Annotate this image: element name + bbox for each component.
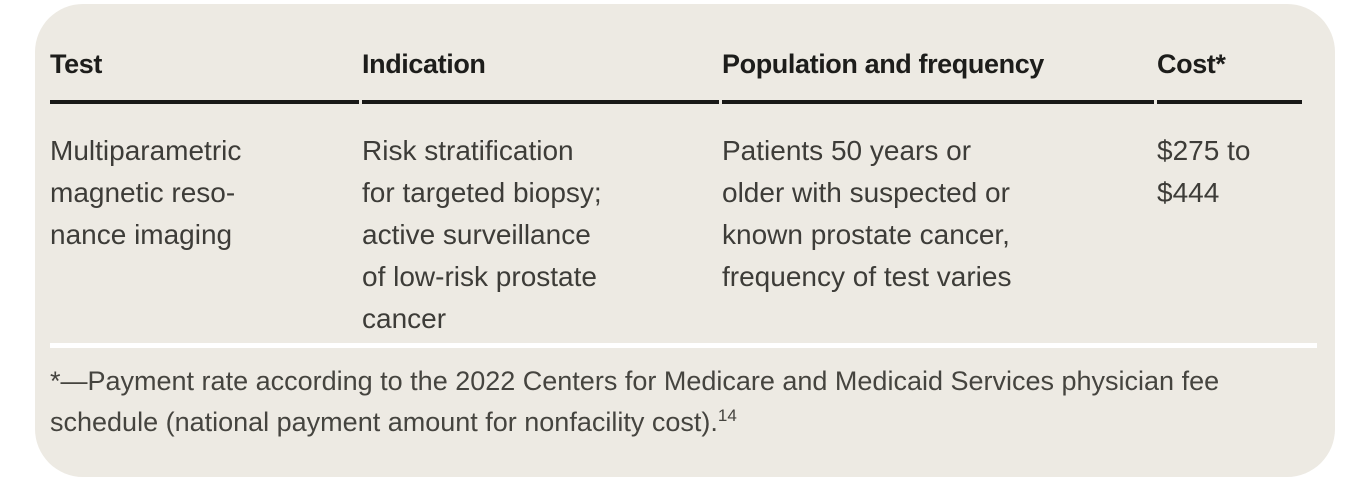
footnote-text: *—Payment rate according to the 2022 Cen… (50, 361, 1317, 443)
cell-test: Multiparametric magnetic reso- nance ima… (50, 135, 242, 250)
footnote-reference-number: 14 (717, 406, 737, 425)
table-card: Test Indication Population and frequency… (35, 4, 1335, 477)
column-header-cost: Cost* (1157, 48, 1302, 104)
cell-population-frequency: Patients 50 years or older with suspecte… (722, 135, 1012, 292)
column-header-test: Test (50, 48, 359, 104)
column-header-indication: Indication (362, 48, 719, 104)
column-header-population-frequency: Population and frequency (722, 48, 1154, 104)
table-footnote: *—Payment rate according to the 2022 Cen… (50, 343, 1317, 443)
cost-table: Test Indication Population and frequency… (35, 4, 1317, 340)
footnote-body: *—Payment rate according to the 2022 Cen… (50, 366, 1220, 437)
cell-cost: $275 to $444 (1157, 135, 1251, 208)
cell-indication: Risk stratification for targeted biopsy;… (362, 135, 602, 334)
